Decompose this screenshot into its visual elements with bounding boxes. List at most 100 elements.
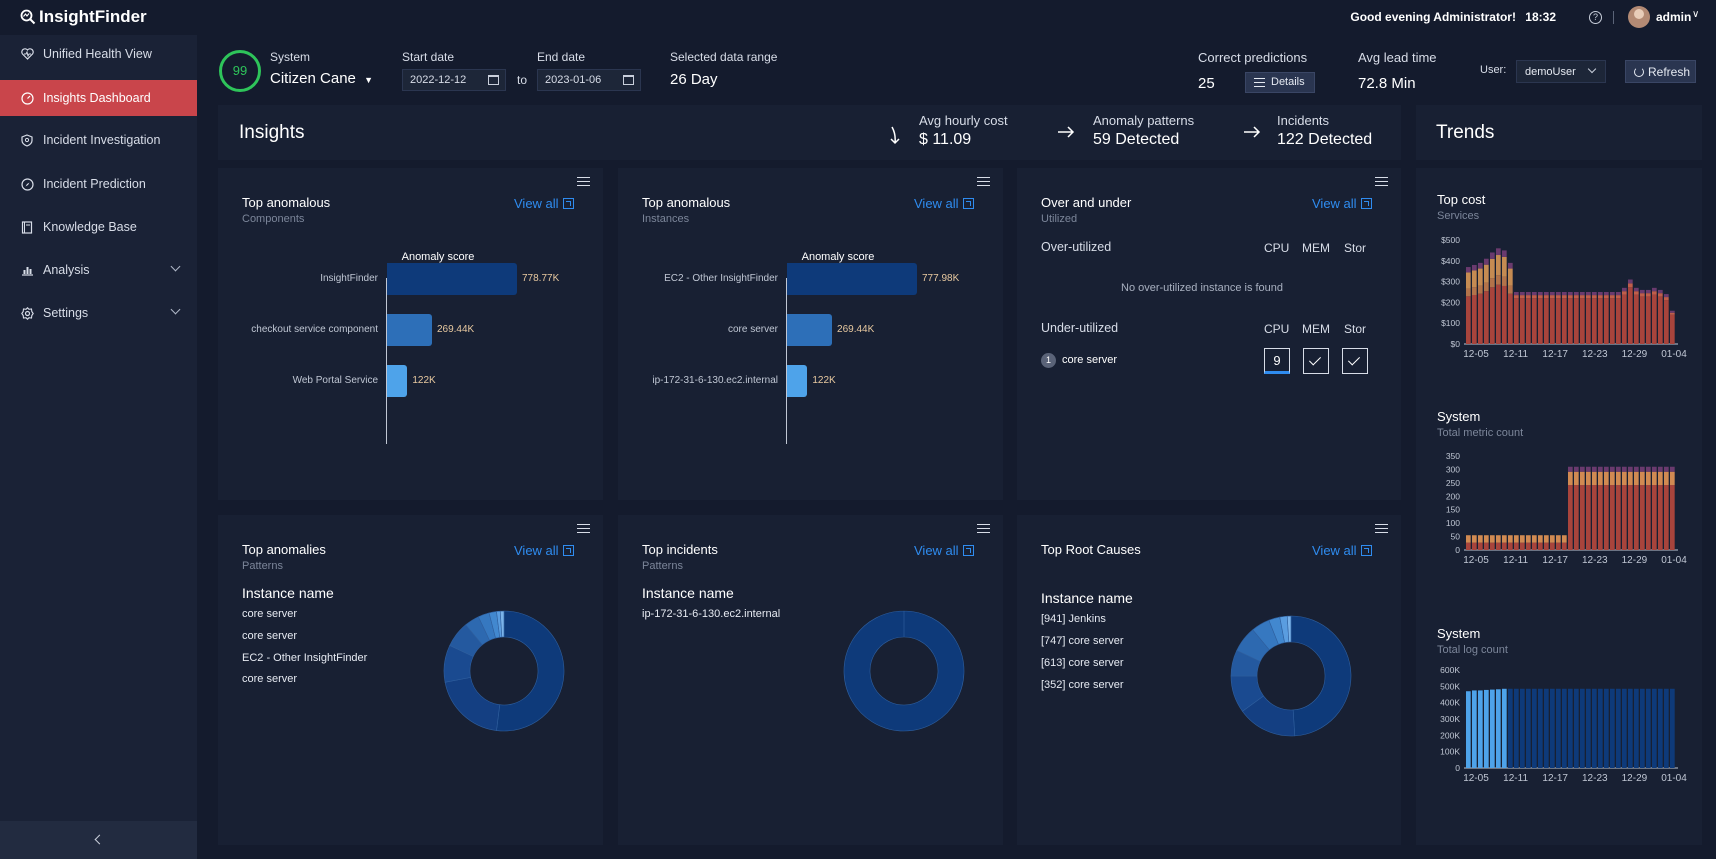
card-menu-icon[interactable] [977,177,990,186]
bar[interactable] [1646,289,1651,344]
bar[interactable] [1490,689,1495,768]
bar[interactable] [1556,535,1561,550]
view-all-link[interactable]: View all [514,543,574,558]
bar[interactable] [1532,535,1537,550]
list-item[interactable]: core server [242,630,298,642]
bar[interactable] [1550,688,1555,768]
root-causes-donut-chart[interactable] [1229,614,1353,738]
sidebar-item-incident-prediction[interactable]: Incident Prediction [0,166,197,202]
bar[interactable] [1598,688,1603,768]
system-select[interactable]: Citizen Cane ▼ [270,70,373,87]
bar[interactable] [1628,279,1633,344]
bar[interactable] [1574,466,1579,550]
bar[interactable] [1526,535,1531,550]
bar[interactable] [1592,688,1597,768]
bar[interactable] [1538,688,1543,768]
bar[interactable] [1574,292,1579,344]
bar[interactable] [1472,690,1477,768]
bar[interactable] [1538,292,1543,344]
bar[interactable] [1562,292,1567,344]
bar[interactable] [1538,535,1543,550]
bar[interactable] [1622,287,1627,344]
bar[interactable] [1466,691,1471,768]
bar[interactable] [1670,310,1675,344]
incidents-value[interactable]: 122 Detected [1277,131,1373,148]
bar[interactable] [1490,535,1495,550]
bar[interactable] [787,314,833,346]
bar[interactable] [1484,258,1489,344]
bar[interactable] [1526,292,1531,344]
bar[interactable] [1544,535,1549,550]
list-item[interactable]: ip-172-31-6-130.ec2.internal [642,608,781,620]
list-item[interactable]: [941] Jenkins [1041,613,1106,625]
bar[interactable] [1664,466,1669,550]
user-menu-name[interactable]: admin [1656,10,1692,24]
bar[interactable] [1502,535,1507,550]
bar[interactable] [1574,688,1579,768]
card-menu-icon[interactable] [1375,177,1388,186]
bar[interactable] [1544,292,1549,344]
bar[interactable] [1472,264,1477,344]
log-count-bar-chart[interactable]: 0 100K 200K 300K 400K 500K 600K 12-05 12-11 12-17… [1416,662,1702,812]
view-all-link[interactable]: View all [514,196,574,211]
cpu-value-box[interactable]: 9 [1264,348,1290,374]
bar[interactable] [1640,688,1645,768]
list-item[interactable]: core server [242,608,298,620]
bar[interactable] [1586,292,1591,344]
top-cost-bar-chart[interactable]: $0 $100 $200 $300 $400 $500 12-05 12-11 12-17 12-… [1416,228,1702,358]
bar[interactable] [1622,688,1627,768]
refresh-button[interactable]: Refresh [1625,60,1696,83]
list-item[interactable]: [352] core server [1041,679,1124,691]
bar[interactable] [1580,466,1585,550]
bar[interactable] [387,263,517,295]
bar[interactable] [1484,535,1489,550]
bar[interactable] [1466,267,1471,344]
bar[interactable] [1652,466,1657,550]
bar[interactable] [1616,466,1621,550]
bar[interactable] [1556,292,1561,344]
bar[interactable] [1466,535,1471,550]
bar[interactable] [1670,466,1675,550]
card-menu-icon[interactable] [977,524,990,533]
bar[interactable] [1514,688,1519,768]
card-menu-icon[interactable] [1375,524,1388,533]
incidents-donut-chart[interactable] [842,609,966,733]
metric-count-bar-chart[interactable]: 0 50 100 150 200 250 300 350 12-05 12-11 12-17 12-2… [1416,448,1702,578]
donut-slice[interactable] [1290,615,1352,737]
bar[interactable] [1496,248,1501,344]
bar[interactable] [1610,688,1615,768]
bar[interactable] [1610,466,1615,550]
view-all-link[interactable]: View all [914,196,974,211]
bar[interactable] [1658,688,1663,768]
under-utilized-instance[interactable]: core server [1062,354,1118,366]
bar[interactable] [1622,466,1627,550]
bar[interactable] [1652,688,1657,768]
bar[interactable] [1634,466,1639,550]
bar[interactable] [1598,292,1603,344]
bar[interactable] [1562,535,1567,550]
list-item[interactable]: core server [242,673,298,685]
view-all-link[interactable]: View all [1312,196,1372,211]
avatar[interactable] [1628,6,1650,28]
bar[interactable] [1664,294,1669,344]
bar[interactable] [387,314,432,346]
bar[interactable] [387,365,408,397]
bar[interactable] [1520,688,1525,768]
card-menu-icon[interactable] [577,177,590,186]
details-button[interactable]: Details [1245,72,1315,93]
donut-slice[interactable] [499,610,505,638]
sidebar-item-unified-health-view[interactable]: Unified Health View [0,36,197,72]
bar[interactable] [1646,688,1651,768]
bar[interactable] [1604,292,1609,344]
bar[interactable] [1502,688,1507,768]
sidebar-collapse-button[interactable] [0,821,197,859]
bar[interactable] [1478,535,1483,550]
bar[interactable] [1496,535,1501,550]
bar[interactable] [1484,689,1489,768]
bar[interactable] [1616,292,1621,344]
bar[interactable] [1610,292,1615,344]
card-menu-icon[interactable] [577,524,590,533]
bar[interactable] [1640,466,1645,550]
chevron-down-icon[interactable]: ∨ [1692,9,1700,20]
bar[interactable] [1556,688,1561,768]
